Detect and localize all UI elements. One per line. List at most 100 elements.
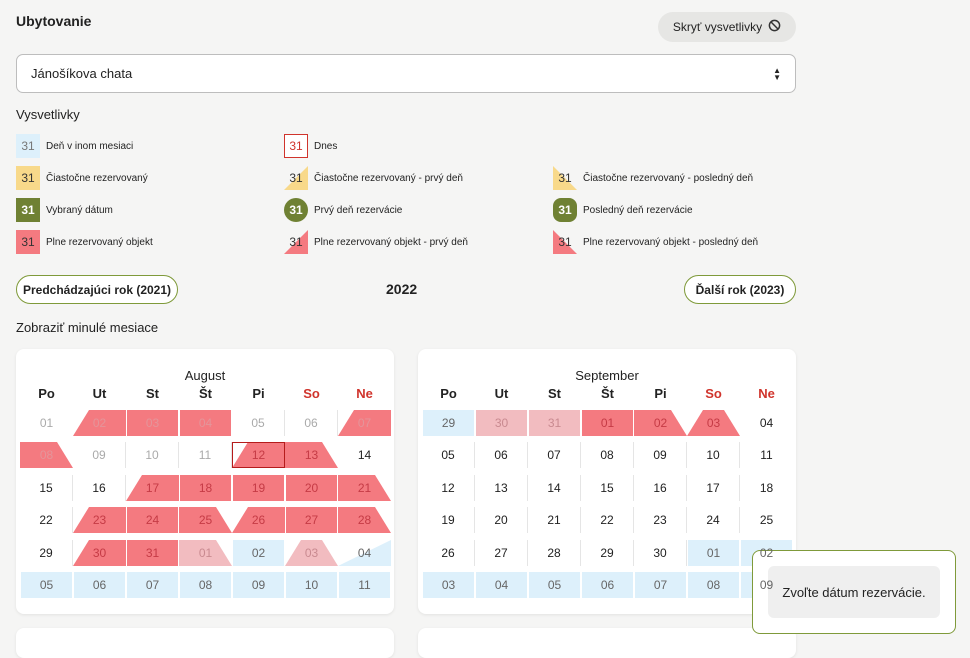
day-cell[interactable]: 06	[285, 410, 338, 436]
day-cell[interactable]: 19	[232, 474, 285, 501]
day-number: 07	[357, 416, 372, 430]
day-cell[interactable]: 04	[338, 539, 391, 566]
month-card-next-1	[16, 628, 394, 658]
day-number: 22	[39, 513, 53, 528]
day-cell[interactable]: 05	[422, 442, 475, 469]
day-cell[interactable]: 21	[528, 507, 581, 534]
day-cell[interactable]: 07	[338, 410, 391, 436]
day-cell[interactable]: 07	[528, 442, 581, 469]
day-cell[interactable]: 29	[422, 410, 475, 436]
day-cell[interactable]: 12	[232, 442, 285, 469]
day-cell[interactable]: 07	[126, 571, 179, 598]
day-number: 15	[600, 480, 614, 495]
prev-year-button[interactable]: Predchádzajúci rok (2021)	[16, 275, 178, 304]
accommodation-select[interactable]: Jánošíkova chata ▲ ▼	[16, 54, 796, 93]
day-cell[interactable]: 05	[528, 571, 581, 598]
day-cell[interactable]: 15	[20, 474, 73, 501]
day-cell[interactable]: 06	[581, 571, 634, 598]
day-cell-background	[338, 474, 391, 501]
day-cell[interactable]: 04	[475, 571, 528, 598]
day-cell[interactable]: 05	[232, 410, 285, 436]
day-cell[interactable]: 21	[338, 474, 391, 501]
day-cell[interactable]: 10	[687, 442, 740, 469]
day-cell[interactable]: 11	[740, 442, 793, 468]
day-cell[interactable]: 23	[73, 507, 126, 534]
day-cell[interactable]: 30	[634, 539, 687, 566]
day-cell[interactable]: 08	[687, 571, 740, 598]
day-cell[interactable]: 07	[634, 571, 687, 598]
day-cell[interactable]: 01	[687, 539, 740, 566]
day-number: 26	[251, 513, 266, 528]
day-cell[interactable]: 27	[475, 539, 528, 566]
day-cell[interactable]: 10	[126, 442, 179, 469]
day-cell[interactable]: 20	[285, 474, 338, 501]
legend-swatch-number: 31	[289, 235, 303, 249]
day-cell[interactable]: 14	[338, 442, 391, 468]
day-cell[interactable]: 16	[73, 474, 126, 501]
day-cell[interactable]: 19	[422, 507, 475, 534]
day-cell[interactable]: 22	[581, 507, 634, 534]
day-cell[interactable]: 08	[20, 442, 73, 469]
day-cell[interactable]: 23	[634, 507, 687, 534]
day-cell[interactable]: 26	[232, 507, 285, 534]
day-cell[interactable]: 24	[126, 507, 179, 534]
day-cell[interactable]: 09	[73, 442, 126, 469]
day-cell-background	[285, 539, 338, 566]
day-cell[interactable]: 03	[687, 410, 740, 436]
day-cell[interactable]: 29	[20, 539, 73, 566]
day-cell[interactable]: 13	[285, 442, 338, 469]
day-cell[interactable]: 26	[422, 539, 475, 566]
day-cell[interactable]: 03	[126, 410, 179, 436]
day-cell[interactable]: 28	[528, 539, 581, 566]
day-cell[interactable]: 18	[179, 474, 232, 501]
show-past-months-link[interactable]: Zobraziť minulé mesiace	[16, 320, 159, 335]
day-cell[interactable]: 02	[232, 539, 285, 566]
day-cell[interactable]: 01	[581, 410, 634, 436]
day-cell[interactable]: 02	[73, 410, 126, 436]
day-cell[interactable]: 28	[338, 507, 391, 534]
hide-legend-button[interactable]: Skryť vysvetlivky	[658, 12, 796, 42]
day-cell[interactable]: 06	[475, 442, 528, 469]
day-cell[interactable]: 11	[338, 571, 391, 598]
day-cell[interactable]: 03	[422, 571, 475, 598]
legend-swatch: 31	[553, 230, 577, 254]
legend-label: Dnes	[314, 140, 338, 152]
day-cell[interactable]: 17	[687, 474, 740, 501]
day-cell[interactable]: 25	[740, 507, 793, 533]
day-cell[interactable]: 16	[634, 474, 687, 501]
day-cell[interactable]: 31	[528, 410, 581, 436]
day-cell[interactable]: 29	[581, 539, 634, 566]
day-cell[interactable]: 04	[740, 410, 793, 436]
day-cell[interactable]: 14	[528, 474, 581, 501]
day-cell[interactable]: 30	[73, 539, 126, 566]
day-cell[interactable]: 12	[422, 474, 475, 501]
day-cell[interactable]: 02	[634, 410, 687, 436]
day-cell[interactable]: 09	[232, 571, 285, 598]
day-cell[interactable]: 09	[634, 442, 687, 469]
day-cell[interactable]: 08	[581, 442, 634, 469]
day-cell[interactable]: 17	[126, 474, 179, 501]
day-cell[interactable]: 06	[73, 571, 126, 598]
day-cell[interactable]: 04	[179, 410, 232, 436]
day-cell[interactable]: 22	[20, 507, 73, 534]
day-cell[interactable]: 11	[179, 442, 232, 469]
day-cell[interactable]: 10	[285, 571, 338, 598]
day-cell[interactable]: 05	[20, 571, 73, 598]
day-number: 28	[547, 545, 561, 560]
day-cell[interactable]: 08	[179, 571, 232, 598]
day-cell[interactable]: 24	[687, 507, 740, 534]
day-cell[interactable]: 27	[285, 507, 338, 534]
day-cell[interactable]: 31	[126, 539, 179, 566]
day-cell[interactable]: 01	[179, 539, 232, 566]
day-cell[interactable]: 01	[20, 410, 73, 436]
page-title: Ubytovanie	[16, 13, 92, 29]
day-cell[interactable]: 15	[581, 474, 634, 501]
day-cell[interactable]: 25	[179, 507, 232, 534]
day-number: 14	[357, 448, 372, 463]
day-cell[interactable]: 18	[740, 475, 793, 501]
day-cell[interactable]: 20	[475, 507, 528, 534]
day-cell[interactable]: 30	[475, 410, 528, 436]
day-cell[interactable]: 03	[285, 539, 338, 566]
next-year-button[interactable]: Ďalší rok (2023)	[684, 275, 796, 304]
day-cell[interactable]: 13	[475, 474, 528, 501]
